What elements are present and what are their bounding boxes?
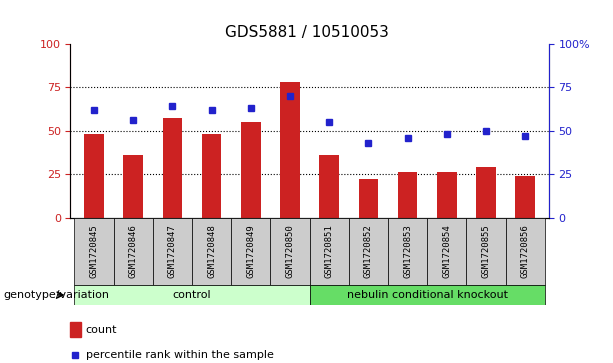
Bar xyxy=(516,176,535,218)
Text: GSM1720848: GSM1720848 xyxy=(207,224,216,278)
FancyBboxPatch shape xyxy=(427,218,466,285)
Text: GSM1720853: GSM1720853 xyxy=(403,224,412,278)
Text: GSM1720855: GSM1720855 xyxy=(481,224,490,278)
Bar xyxy=(84,134,104,218)
FancyBboxPatch shape xyxy=(113,218,153,285)
Text: count: count xyxy=(86,325,117,335)
FancyBboxPatch shape xyxy=(74,218,113,285)
Text: GSM1720845: GSM1720845 xyxy=(89,224,99,278)
FancyBboxPatch shape xyxy=(388,218,427,285)
Text: genotype/variation: genotype/variation xyxy=(3,290,109,300)
FancyBboxPatch shape xyxy=(310,218,349,285)
Text: nebulin conditional knockout: nebulin conditional knockout xyxy=(346,290,508,300)
FancyBboxPatch shape xyxy=(466,218,506,285)
Bar xyxy=(319,155,339,218)
Text: GSM1720850: GSM1720850 xyxy=(286,224,294,278)
Bar xyxy=(437,172,457,218)
Text: GDS5881 / 10510053: GDS5881 / 10510053 xyxy=(224,25,389,40)
FancyBboxPatch shape xyxy=(270,218,310,285)
Text: GSM1720854: GSM1720854 xyxy=(442,224,451,278)
Bar xyxy=(359,179,378,218)
Bar xyxy=(202,134,221,218)
Text: GSM1720849: GSM1720849 xyxy=(246,224,255,278)
FancyBboxPatch shape xyxy=(192,218,231,285)
Bar xyxy=(398,172,417,218)
Bar xyxy=(476,167,496,218)
FancyBboxPatch shape xyxy=(74,285,310,305)
FancyBboxPatch shape xyxy=(231,218,270,285)
FancyBboxPatch shape xyxy=(153,218,192,285)
FancyBboxPatch shape xyxy=(349,218,388,285)
Text: GSM1720856: GSM1720856 xyxy=(520,224,530,278)
Bar xyxy=(123,155,143,218)
Text: control: control xyxy=(173,290,211,300)
Text: GSM1720852: GSM1720852 xyxy=(364,224,373,278)
Text: GSM1720847: GSM1720847 xyxy=(168,224,177,278)
FancyBboxPatch shape xyxy=(506,218,545,285)
Text: percentile rank within the sample: percentile rank within the sample xyxy=(86,350,273,360)
FancyBboxPatch shape xyxy=(310,285,545,305)
Bar xyxy=(70,322,81,337)
Bar xyxy=(162,118,182,218)
Text: GSM1720851: GSM1720851 xyxy=(325,224,333,278)
Text: GSM1720846: GSM1720846 xyxy=(129,224,138,278)
Bar xyxy=(241,122,261,218)
Bar xyxy=(280,82,300,218)
